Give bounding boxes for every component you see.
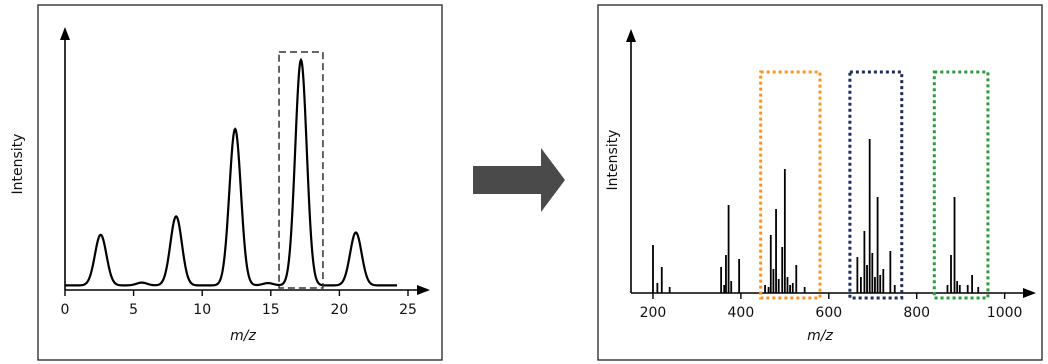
right-highlight-box bbox=[759, 70, 822, 300]
right-highlight-box bbox=[848, 70, 904, 300]
transform-arrow bbox=[473, 148, 565, 212]
left-x-ticks: 0 5 10 15 20 25 bbox=[61, 290, 417, 318]
left-x-tick-label: 0 bbox=[61, 302, 70, 318]
right-highlight-boxes bbox=[759, 70, 990, 300]
right-spectrum-peaks bbox=[652, 139, 980, 293]
left-highlight-box bbox=[278, 51, 324, 289]
right-x-tick-label: 800 bbox=[903, 305, 930, 321]
left-x-axis-arrow bbox=[417, 285, 430, 295]
left-xlabel: m/z bbox=[230, 328, 256, 344]
right-x-tick-label: 200 bbox=[640, 305, 667, 321]
right-x-ticks: 200 400 600 800 1000 bbox=[640, 293, 1023, 321]
left-y-axis-arrow bbox=[60, 27, 70, 40]
right-ylabel: Intensity bbox=[605, 130, 621, 191]
left-spectrum-line bbox=[65, 57, 398, 287]
right-xlabel: m/z bbox=[807, 328, 833, 344]
right-panel-frame bbox=[597, 4, 1043, 361]
right-panel: 200 400 600 800 1000 Intensity m/z bbox=[597, 4, 1043, 361]
left-x-tick-label: 15 bbox=[262, 302, 280, 318]
left-panel-frame bbox=[37, 4, 443, 361]
left-x-tick-label: 20 bbox=[330, 302, 348, 318]
right-x-tick-label: 400 bbox=[728, 305, 755, 321]
right-highlight-box bbox=[932, 70, 990, 300]
right-x-axis-arrow bbox=[1023, 288, 1036, 298]
left-panel: 0 5 10 15 20 25 Intensity m/z bbox=[10, 4, 443, 361]
left-ylabel: Intensity bbox=[10, 134, 26, 195]
right-y-axis-arrow bbox=[626, 29, 636, 42]
left-x-tick-label: 10 bbox=[193, 302, 211, 318]
right-x-tick-label: 600 bbox=[815, 305, 842, 321]
left-x-tick-label: 25 bbox=[399, 302, 417, 318]
left-x-tick-label: 5 bbox=[129, 302, 138, 318]
right-x-tick-label: 1000 bbox=[987, 305, 1023, 321]
